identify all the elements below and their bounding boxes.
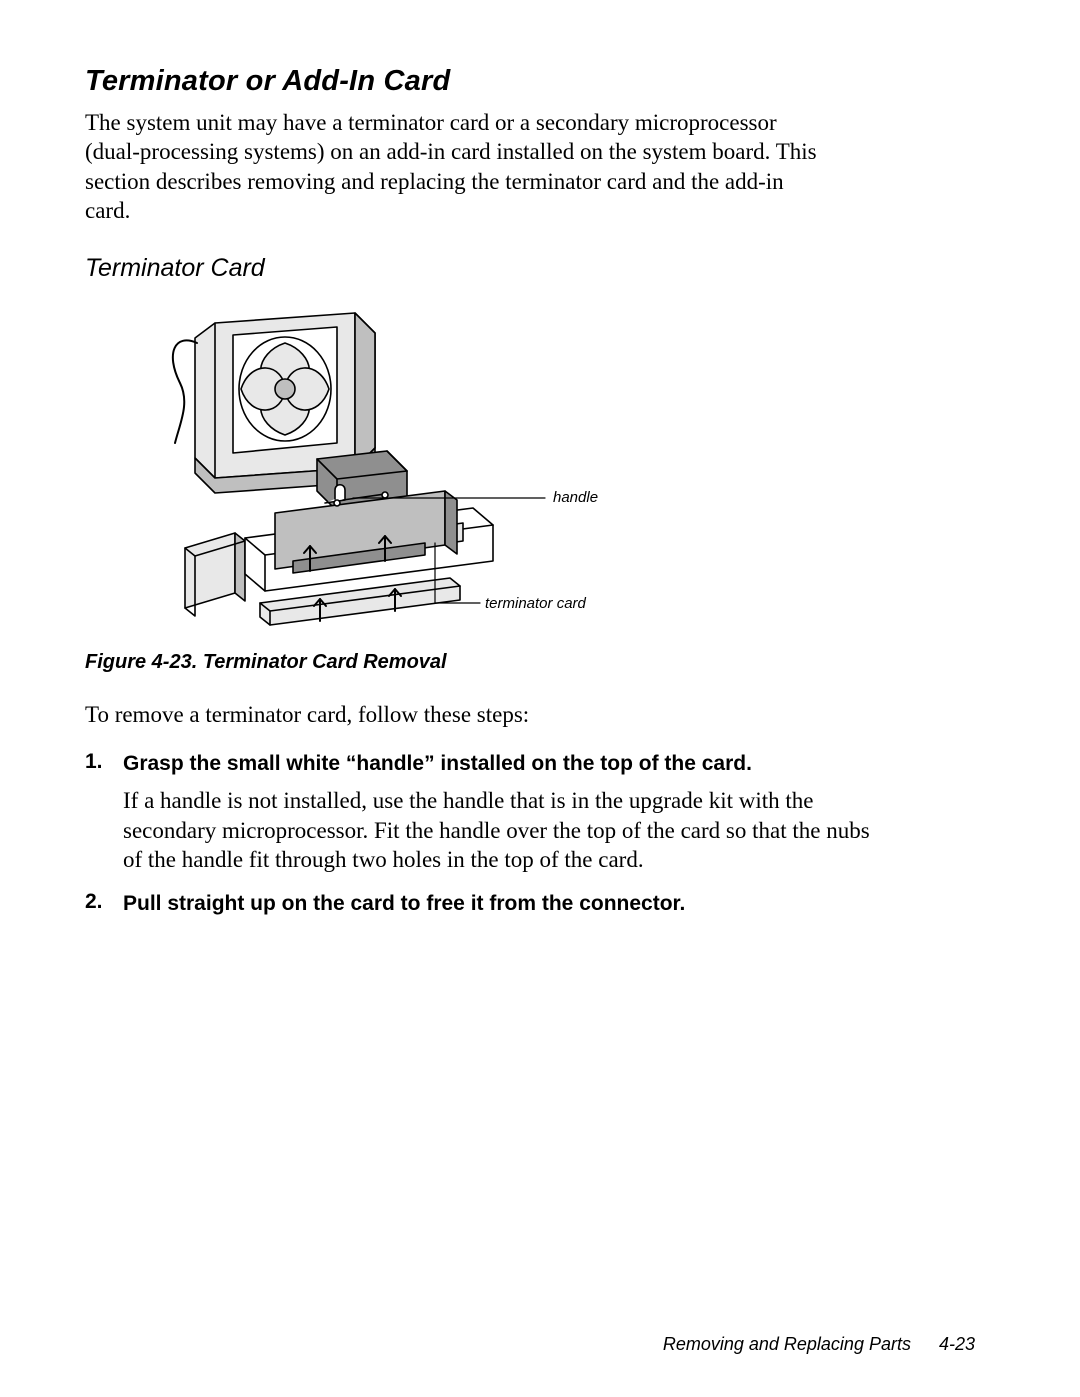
step-title: Grasp the small white “handle” installed… — [123, 750, 975, 778]
footer-section-title: Removing and Replacing Parts — [663, 1334, 911, 1355]
subsection-heading: Terminator Card — [85, 254, 975, 283]
step-item: 1. Grasp the small white “handle” instal… — [85, 750, 975, 875]
step-item: 2. Pull straight up on the card to free … — [85, 890, 975, 926]
document-page: Terminator or Add-In Card The system uni… — [0, 0, 1080, 1397]
figure-label-terminator-card: terminator card — [485, 595, 587, 612]
figure-caption: Figure 4-23. Terminator Card Removal — [85, 651, 447, 674]
intro-paragraph: The system unit may have a terminator ca… — [85, 108, 825, 226]
lead-sentence: To remove a terminator card, follow thes… — [85, 702, 975, 728]
steps-list: 1. Grasp the small white “handle” instal… — [85, 750, 975, 927]
figure-label-handle: handle — [553, 489, 598, 506]
step-body-text: If a handle is not installed, use the ha… — [123, 786, 883, 874]
step-number: 2. — [85, 890, 109, 926]
footer-page-number: 4-23 — [939, 1334, 975, 1355]
figure-terminator-card-removal: handle terminator card Figure 4-23. Term… — [85, 303, 975, 702]
step-title: Pull straight up on the card to free it … — [123, 890, 975, 918]
page-footer: Removing and Replacing Parts 4-23 — [663, 1334, 975, 1355]
step-number: 1. — [85, 750, 109, 875]
section-heading: Terminator or Add-In Card — [85, 65, 975, 98]
diagram-icon: handle terminator card — [85, 303, 645, 633]
